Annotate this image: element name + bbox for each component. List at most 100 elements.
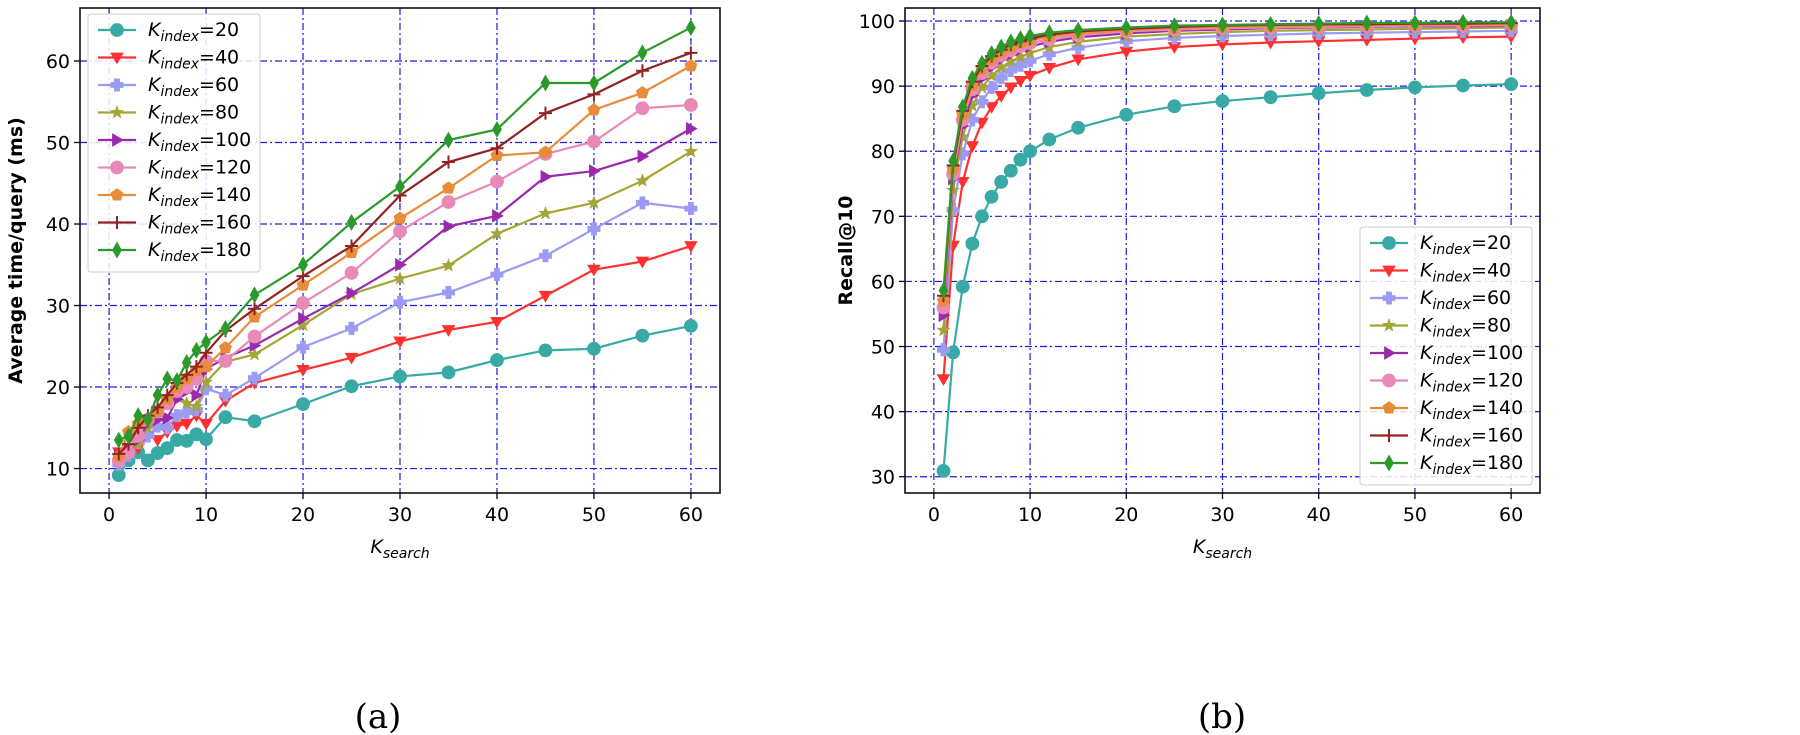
- marker-triangle-right: [298, 311, 310, 326]
- legend-entry: Kindex=80: [98, 102, 239, 128]
- marker-pentagon: [296, 278, 310, 291]
- marker-triangle-down: [1215, 39, 1230, 52]
- data-point: [1003, 163, 1018, 178]
- data-point: [123, 427, 134, 445]
- marker-plus: [490, 268, 504, 282]
- marker-diamond: [996, 38, 1007, 56]
- marker-circle: [110, 160, 124, 175]
- marker-diamond: [686, 19, 696, 37]
- marker-diamond: [1458, 13, 1468, 31]
- data-point: [946, 203, 960, 217]
- data-point: [686, 19, 696, 37]
- marker-star: [974, 79, 990, 94]
- marker-diamond: [1410, 14, 1420, 32]
- data-point: [948, 152, 958, 170]
- legend-label: Kindex=60: [148, 74, 239, 100]
- marker-diamond: [948, 152, 958, 170]
- marker-diamond: [1015, 30, 1026, 48]
- data-point: [538, 106, 552, 120]
- label-base: K: [1420, 342, 1434, 364]
- marker-plus: [199, 382, 213, 396]
- data-point: [296, 397, 310, 412]
- marker-circle: [1382, 236, 1396, 250]
- legend-entry: Kindex=60: [98, 74, 239, 100]
- data-point: [955, 279, 970, 294]
- marker-circle: [247, 414, 262, 429]
- data-point: [1022, 45, 1038, 59]
- data-point: [248, 302, 262, 316]
- data-point: [295, 317, 311, 332]
- data-point: [490, 174, 504, 189]
- data-point: [247, 346, 262, 361]
- marker-circle: [247, 329, 262, 344]
- marker-circle: [994, 174, 1009, 189]
- data-point: [587, 341, 601, 356]
- label-base: K: [1420, 397, 1434, 419]
- marker-plus: [936, 343, 950, 357]
- label-base: K: [1420, 452, 1434, 474]
- legend-label: Kindex=80: [148, 102, 239, 128]
- marker-plus-thin: [345, 239, 359, 253]
- data-point: [490, 353, 504, 368]
- marker-triangle-down: [965, 141, 980, 153]
- data-point: [1023, 144, 1037, 159]
- data-point: [218, 341, 232, 354]
- x-tick-label: 0: [928, 504, 940, 526]
- data-point: [344, 266, 359, 280]
- marker-diamond: [540, 74, 551, 92]
- marker-circle: [1359, 83, 1374, 97]
- data-point: [684, 46, 698, 60]
- data-point: [162, 370, 173, 388]
- marker-star: [955, 129, 970, 143]
- data-point: [1504, 77, 1519, 92]
- marker-plus: [170, 409, 184, 423]
- label-suffix: =60: [1471, 287, 1511, 309]
- marker-triangle-down: [1023, 70, 1037, 83]
- y-tick-label: 40: [871, 402, 895, 424]
- marker-plus: [635, 196, 649, 210]
- data-point: [152, 386, 163, 404]
- data-point: [248, 310, 262, 323]
- legend-entry: Kindex=140: [98, 184, 251, 210]
- legend-swatch-marker: [109, 105, 125, 119]
- data-point: [684, 202, 698, 216]
- data-point: [686, 121, 698, 136]
- x-tick-label: 40: [1307, 504, 1331, 526]
- y-tick-label: 60: [46, 51, 70, 73]
- data-point: [635, 196, 649, 210]
- x-axis-label: Ksearch: [1193, 536, 1252, 562]
- series-180: [113, 19, 696, 449]
- marker-diamond: [1313, 15, 1324, 33]
- marker-circle: [490, 353, 504, 368]
- chart-panel-b: 0 10 20 30 40 50 60 30 40 50 60 70 80 90 100 Ksearch Rec…: [835, 7, 1541, 735]
- data-point: [965, 98, 980, 112]
- data-point: [160, 388, 174, 402]
- data-point: [393, 336, 407, 349]
- marker-plus: [1264, 28, 1278, 42]
- data-point: [141, 429, 155, 443]
- marker-diamond: [113, 431, 124, 449]
- legend-label: Kindex=60: [1420, 287, 1511, 313]
- data-point: [393, 224, 407, 239]
- marker-diamond: [133, 407, 144, 425]
- data-point: [936, 322, 951, 337]
- series-group: [936, 13, 1519, 478]
- legend-swatch-marker: [110, 188, 124, 201]
- label-subscript: index: [160, 249, 199, 265]
- label-suffix: =160: [199, 212, 251, 234]
- series-line: [117, 324, 692, 476]
- y-tick-label: 40: [46, 214, 70, 236]
- data-point: [1023, 70, 1037, 83]
- data-point: [1025, 27, 1035, 45]
- legend-entry: Kindex=120: [98, 157, 251, 183]
- x-tick-label: 0: [103, 504, 115, 526]
- data-point: [199, 418, 213, 431]
- label-subscript: index: [160, 57, 199, 73]
- data-point: [637, 149, 650, 164]
- marker-plus: [994, 71, 1008, 85]
- marker-plus: [587, 222, 601, 236]
- marker-diamond: [395, 178, 405, 195]
- marker-triangle-down: [1119, 46, 1134, 59]
- label-base: K: [1420, 232, 1434, 254]
- data-point: [1013, 49, 1028, 63]
